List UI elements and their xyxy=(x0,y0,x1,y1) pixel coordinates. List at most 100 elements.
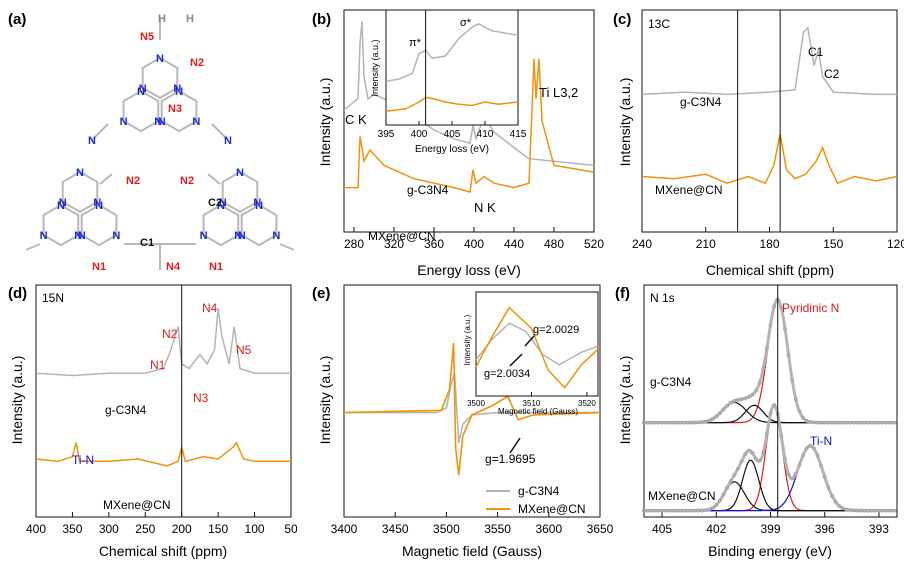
data-point xyxy=(710,417,715,421)
data-point xyxy=(783,457,787,462)
data-point xyxy=(692,508,697,513)
nitrogen-atom: N xyxy=(57,200,65,212)
nitrogen-atom: N xyxy=(234,230,242,242)
data-point xyxy=(869,508,874,513)
data-point xyxy=(884,508,889,513)
x-tick-label: 520 xyxy=(584,237,604,251)
data-point xyxy=(848,508,852,513)
data-point xyxy=(858,508,863,513)
data-point xyxy=(822,420,827,425)
ring-bond xyxy=(240,203,278,247)
atom-label-h-left: H xyxy=(158,13,166,25)
inset-orange-line xyxy=(475,306,599,389)
data-point xyxy=(768,323,773,327)
data-point xyxy=(819,420,824,425)
data-point xyxy=(866,508,870,513)
nitrogen-atom: N xyxy=(200,230,208,242)
data-point xyxy=(837,420,842,425)
data-point xyxy=(660,508,664,513)
data-point xyxy=(645,508,650,513)
series-line-MXene@CN xyxy=(343,342,601,476)
data-point xyxy=(877,508,881,513)
x-tick-label: 150 xyxy=(208,522,228,536)
panel-b-inset-label-pi: π* xyxy=(409,37,422,49)
nitrogen-atom: N xyxy=(76,167,84,179)
panel-d-x-ticks: 400 350 300 250 200 150 100 50 xyxy=(26,512,298,536)
x-tick-label: 150 xyxy=(823,237,843,251)
ring-bond xyxy=(160,89,198,133)
link-bond xyxy=(99,173,113,185)
atom-label-n5: N5 xyxy=(140,31,154,43)
panel-b-annot-ck: C K xyxy=(345,112,367,127)
panel-d-plot-frame xyxy=(35,284,292,518)
nitrogen-atom: N xyxy=(236,167,244,179)
panel-d-ylabel: Intensity (a.u.) xyxy=(9,356,25,445)
link-bond xyxy=(25,243,41,251)
link-bond xyxy=(211,123,229,141)
panel-e: 3400 3450 3500 3550 3600 3650 Intensity (a.u.… xyxy=(317,284,614,559)
data-point xyxy=(819,463,824,468)
data-point xyxy=(743,452,748,457)
data-point xyxy=(681,508,686,513)
data-point xyxy=(801,453,805,458)
data-point xyxy=(768,411,773,416)
panel-d-series xyxy=(35,285,291,517)
x-tick-label: 400 xyxy=(26,522,46,536)
panel-c-x-ticks: 240 210 180 150 120 xyxy=(632,227,904,251)
nitrogen-atom: N xyxy=(74,230,82,242)
data-point xyxy=(689,420,693,425)
panel-b-inset-ylabel: Intensity (a.u.) xyxy=(370,39,380,96)
series-line-MXene@CN xyxy=(344,58,595,193)
panel-c-annot-c1: C1 xyxy=(808,45,824,59)
data-point xyxy=(793,472,798,476)
panel-b-series xyxy=(343,21,595,193)
data-point xyxy=(786,472,791,477)
data-point xyxy=(685,508,690,513)
data-point xyxy=(855,420,860,425)
data-point xyxy=(880,420,885,425)
data-point xyxy=(862,420,867,425)
panel-a-label: (a) xyxy=(8,11,26,28)
nitrogen-atom: N xyxy=(175,86,183,98)
nitrogen-atom: N xyxy=(137,86,145,98)
series-line-g-C3N4 xyxy=(343,21,595,167)
panel-d-annot-n3: N3 xyxy=(193,391,209,405)
data-point xyxy=(663,420,668,425)
data-point xyxy=(718,411,722,416)
inset-x-tick-label: 415 xyxy=(510,129,527,140)
data-point xyxy=(732,473,737,477)
x-tick-label: 280 xyxy=(344,237,364,251)
data-point xyxy=(764,346,769,351)
panel-d-annot-mxene: MXene@CN xyxy=(103,498,171,512)
fit-component xyxy=(644,459,897,512)
link-bond xyxy=(207,173,221,185)
link-bond xyxy=(91,123,109,141)
panel-b-x-ticks: 280 320 360 400 440 480 520 xyxy=(344,227,604,251)
envelope-line xyxy=(644,297,897,425)
panel-b-xlabel: Energy loss (eV) xyxy=(417,262,520,278)
data-point xyxy=(696,508,701,513)
data-point xyxy=(884,420,889,425)
panel-e-inset-label-g3: g=2.0034 xyxy=(484,368,530,380)
data-point xyxy=(736,466,740,471)
data-point xyxy=(786,353,791,357)
data-point xyxy=(652,508,657,513)
inset-orange-line xyxy=(385,96,519,112)
data-point xyxy=(757,459,762,463)
data-point xyxy=(869,420,874,425)
x-tick-label: 440 xyxy=(504,237,524,251)
panel-e-legend-mxene: MXene@CN xyxy=(518,502,586,516)
data-point xyxy=(678,420,683,425)
atom-labels: H N5 H N2 N3 N2 N2 C2 C1 N1 N4 N1 xyxy=(92,13,223,273)
data-point xyxy=(811,446,816,451)
data-point xyxy=(851,508,856,513)
x-tick-label: 300 xyxy=(99,522,119,536)
data-point xyxy=(649,508,654,513)
panel-e-inset-label-g2: g=2.0029 xyxy=(533,324,579,336)
nitrogen-atom: N xyxy=(219,197,227,209)
bridge-nitrogen-atom: N xyxy=(224,135,232,147)
data-point xyxy=(689,508,693,513)
x-tick-label: 180 xyxy=(759,237,779,251)
nitrogen-atom: N xyxy=(120,116,128,128)
